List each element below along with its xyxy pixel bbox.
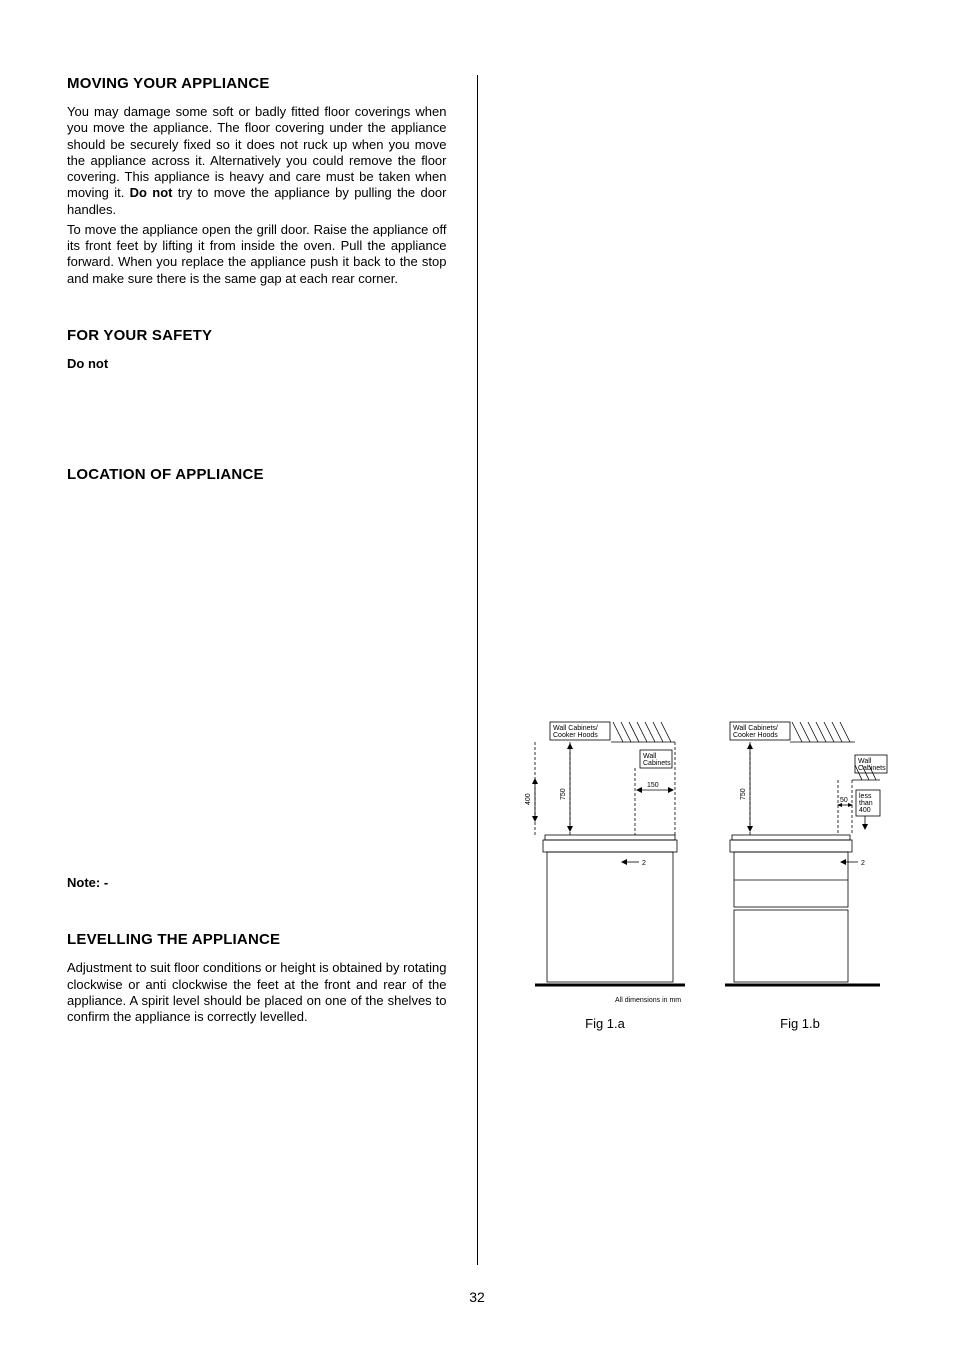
figure-block: Wall Cabinets/ Cooker Hoods Wall Cabinet… xyxy=(508,720,898,1031)
fig-1b-caption: Fig 1.b xyxy=(780,1016,820,1031)
svg-text:Wall: Wall xyxy=(858,758,872,765)
fig-1a-diagram: Wall Cabinets/ Cooker Hoods Wall Cabinet… xyxy=(515,720,710,1010)
heading-moving: MOVING YOUR APPLIANCE xyxy=(67,75,447,92)
svg-text:Wall Cabinets/: Wall Cabinets/ xyxy=(733,725,778,732)
safety-donot: Do not xyxy=(67,356,447,372)
page-number: 32 xyxy=(67,1289,887,1305)
svg-text:50: 50 xyxy=(840,797,848,804)
svg-text:All dimensions in mm: All dimensions in mm xyxy=(615,997,681,1004)
heading-levelling: LEVELLING THE APPLIANCE xyxy=(67,931,447,948)
levelling-p1: Adjustment to suit floor conditions or h… xyxy=(67,960,447,1025)
svg-text:2: 2 xyxy=(642,860,646,867)
svg-text:400: 400 xyxy=(859,807,871,814)
svg-text:than: than xyxy=(859,800,873,807)
heading-safety: FOR YOUR SAFETY xyxy=(67,327,447,344)
svg-text:Cabinets: Cabinets xyxy=(643,760,671,767)
svg-text:150: 150 xyxy=(647,782,659,789)
fig-1b-diagram: Wall Cabinets/ Cooker Hoods xyxy=(720,720,890,1010)
svg-text:750: 750 xyxy=(560,788,567,800)
svg-text:Cabinets: Cabinets xyxy=(858,765,886,772)
moving-donot: Do not xyxy=(130,185,173,200)
svg-text:2: 2 xyxy=(861,860,865,867)
column-divider xyxy=(477,75,478,1265)
left-column: MOVING YOUR APPLIANCE You may damage som… xyxy=(67,75,447,1265)
moving-p2: To move the appliance open the grill doo… xyxy=(67,222,447,287)
svg-text:Cooker Hoods: Cooker Hoods xyxy=(553,732,598,739)
heading-location: LOCATION OF APPLIANCE xyxy=(67,466,447,483)
fig-1a-caption: Fig 1.a xyxy=(585,1016,625,1031)
svg-text:less: less xyxy=(859,793,872,800)
svg-text:Wall Cabinets/: Wall Cabinets/ xyxy=(553,725,598,732)
location-note: Note: - xyxy=(67,875,447,891)
svg-text:Cooker Hoods: Cooker Hoods xyxy=(733,732,778,739)
svg-text:Wall: Wall xyxy=(643,753,657,760)
svg-text:750: 750 xyxy=(740,788,747,800)
right-column: Wall Cabinets/ Cooker Hoods Wall Cabinet… xyxy=(508,75,888,1265)
moving-p1: You may damage some soft or badly fitted… xyxy=(67,104,447,218)
svg-text:400: 400 xyxy=(525,793,532,805)
